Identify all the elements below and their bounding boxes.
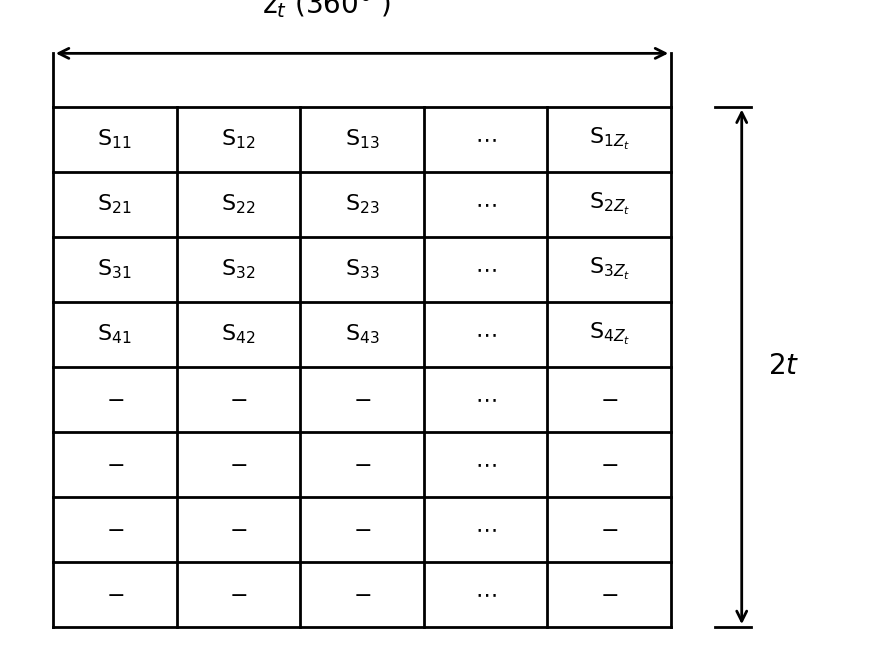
Text: $\mathrm{S}_{11}$: $\mathrm{S}_{11}$ <box>97 127 132 151</box>
Text: $\mathrm{S}_{22}$: $\mathrm{S}_{22}$ <box>221 193 256 216</box>
Text: $-$: $-$ <box>106 584 124 606</box>
Text: $\mathrm{z}_t\ (360°\ )$: $\mathrm{z}_t\ (360°\ )$ <box>262 0 391 20</box>
Text: $\mathrm{S}_{31}$: $\mathrm{S}_{31}$ <box>97 257 132 281</box>
Text: $-$: $-$ <box>600 518 618 540</box>
Text: $\mathrm{S}_{42}$: $\mathrm{S}_{42}$ <box>221 323 256 346</box>
Text: $\mathrm{S}_{1Z_t}$: $\mathrm{S}_{1Z_t}$ <box>588 126 630 152</box>
Text: $\mathrm{S}_{43}$: $\mathrm{S}_{43}$ <box>344 323 380 346</box>
Text: $\cdots$: $\cdots$ <box>475 323 496 346</box>
Text: $\cdots$: $\cdots$ <box>475 258 496 280</box>
Text: $\cdots$: $\cdots$ <box>475 454 496 476</box>
Text: $\mathrm{S}_{13}$: $\mathrm{S}_{13}$ <box>344 127 380 151</box>
Text: $-$: $-$ <box>230 388 247 410</box>
Text: $2t$: $2t$ <box>768 354 800 380</box>
Text: $\mathrm{S}_{4Z_t}$: $\mathrm{S}_{4Z_t}$ <box>588 321 630 348</box>
Text: $-$: $-$ <box>106 388 124 410</box>
Text: $\mathrm{S}_{3Z_t}$: $\mathrm{S}_{3Z_t}$ <box>588 256 630 282</box>
Text: $\mathrm{S}_{21}$: $\mathrm{S}_{21}$ <box>97 193 132 216</box>
Text: $\mathrm{S}_{23}$: $\mathrm{S}_{23}$ <box>344 193 380 216</box>
Text: $-$: $-$ <box>106 454 124 476</box>
Text: $\cdots$: $\cdots$ <box>475 518 496 540</box>
Text: $-$: $-$ <box>600 388 618 410</box>
Text: $-$: $-$ <box>230 584 247 606</box>
Text: $\mathrm{S}_{32}$: $\mathrm{S}_{32}$ <box>221 257 256 281</box>
Text: $-$: $-$ <box>353 584 371 606</box>
Text: $-$: $-$ <box>230 454 247 476</box>
Text: $\mathrm{S}_{12}$: $\mathrm{S}_{12}$ <box>221 127 256 151</box>
Text: $-$: $-$ <box>230 518 247 540</box>
Text: $-$: $-$ <box>353 388 371 410</box>
Text: $\cdots$: $\cdots$ <box>475 128 496 150</box>
Text: $-$: $-$ <box>600 584 618 606</box>
Text: $\mathrm{S}_{41}$: $\mathrm{S}_{41}$ <box>97 323 132 346</box>
Text: $-$: $-$ <box>353 454 371 476</box>
Text: $-$: $-$ <box>600 454 618 476</box>
Text: $\cdots$: $\cdots$ <box>475 193 496 215</box>
Text: $\mathrm{S}_{2Z_t}$: $\mathrm{S}_{2Z_t}$ <box>588 191 630 217</box>
Text: $\cdots$: $\cdots$ <box>475 388 496 410</box>
Text: $\mathrm{S}_{33}$: $\mathrm{S}_{33}$ <box>344 257 380 281</box>
Text: $-$: $-$ <box>353 518 371 540</box>
Text: $-$: $-$ <box>106 518 124 540</box>
Text: $\cdots$: $\cdots$ <box>475 584 496 606</box>
